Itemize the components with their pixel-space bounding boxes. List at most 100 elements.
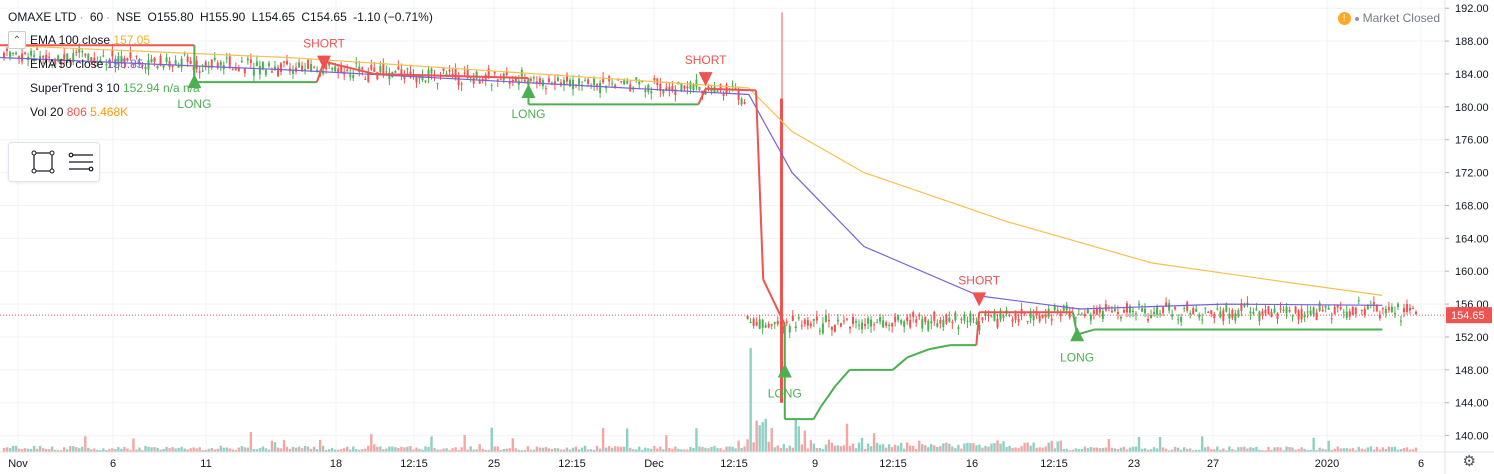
candle-body xyxy=(1195,308,1198,312)
candle-body xyxy=(587,79,590,84)
candle-body xyxy=(292,69,295,74)
volume-bar xyxy=(1216,446,1219,452)
volume-bar xyxy=(84,436,87,452)
candle-body xyxy=(1038,315,1041,322)
candle-body xyxy=(927,320,930,331)
candle-body xyxy=(1135,313,1138,315)
volume-bar xyxy=(279,448,283,452)
volume-bar xyxy=(674,446,677,452)
market-status[interactable]: ! Market Closed xyxy=(1337,11,1440,26)
y-tick-label: 188.00 xyxy=(1455,36,1489,48)
volume-bar xyxy=(1354,450,1357,452)
signal-markers: LONG SHORT LONG SHORT LONG SHORT LONG xyxy=(177,37,1094,401)
candle-body xyxy=(3,52,5,58)
volume-bar xyxy=(312,446,316,452)
volume-bar xyxy=(466,449,469,452)
volume-bar xyxy=(626,428,629,452)
candle-body xyxy=(1312,307,1315,315)
candle-body xyxy=(388,72,391,80)
volume-bar xyxy=(44,449,48,452)
volume-bar xyxy=(881,444,885,452)
volume-bar xyxy=(165,446,168,452)
candle-body xyxy=(749,321,752,324)
settings-list-icon[interactable] xyxy=(68,152,94,172)
candle-body xyxy=(1228,313,1231,319)
volume-bar xyxy=(1044,446,1047,452)
volume-bar xyxy=(610,447,614,452)
volume-bar xyxy=(1176,447,1180,452)
candle-body xyxy=(975,321,978,324)
candle-body xyxy=(189,61,192,64)
volume-bar xyxy=(361,449,364,452)
volume-bar xyxy=(255,449,259,452)
volume-bar xyxy=(930,444,933,452)
candle-body xyxy=(812,318,815,321)
signal-label: SHORT xyxy=(958,273,1000,287)
candle-body xyxy=(996,318,999,328)
volume-bar xyxy=(1219,449,1222,452)
volume-bar xyxy=(349,449,352,452)
volume-bar xyxy=(523,449,527,452)
volume-bar xyxy=(878,444,882,452)
symbol-name: OMAXE LTD xyxy=(8,10,77,24)
candle-body xyxy=(216,62,219,69)
legend-ema100[interactable]: EMA 100 close 157.05 xyxy=(30,32,150,48)
supertrend-segment xyxy=(819,385,837,408)
candle-body xyxy=(638,81,641,85)
candle-body xyxy=(304,69,307,71)
candle-body xyxy=(565,74,568,82)
candle-body xyxy=(463,72,466,74)
volume-bar xyxy=(198,447,201,452)
candle-body xyxy=(882,320,885,328)
candle-body xyxy=(328,63,331,66)
gear-icon[interactable]: ⚙ xyxy=(1462,453,1476,470)
candle-body xyxy=(69,60,72,63)
legend-ema50[interactable]: EMA 50 close 155.85 xyxy=(30,56,143,72)
volume-bar xyxy=(568,449,572,452)
candle-body xyxy=(1282,309,1285,311)
supertrend-segment xyxy=(755,90,765,280)
volume-bar xyxy=(1101,447,1105,452)
volume-bar xyxy=(1225,450,1228,452)
x-tick-label: Dec xyxy=(644,458,664,470)
separator-dot xyxy=(1354,16,1359,21)
candle-body xyxy=(255,61,258,66)
legend-volume[interactable]: Vol 20 806 5.468K xyxy=(30,104,128,120)
volume-bar xyxy=(1261,450,1264,452)
candle-body xyxy=(584,80,587,82)
volume-bar xyxy=(267,449,271,452)
volume-bar xyxy=(1092,447,1096,452)
symbol-header[interactable]: OMAXE LTD · 60 · NSE O155.80 H155.90 L154.… xyxy=(8,10,433,24)
collapse-legend-button[interactable]: ⌃ xyxy=(8,31,26,49)
candle-body xyxy=(198,71,201,73)
x-tick-label: 16 xyxy=(966,458,978,470)
candle-body xyxy=(1171,314,1174,317)
volume-bar xyxy=(586,449,590,452)
candle-body xyxy=(773,321,776,324)
ohlc-close: C154.65 xyxy=(301,10,347,24)
volume-bar xyxy=(999,443,1002,452)
volume-bar xyxy=(1234,450,1237,452)
candle-body xyxy=(1092,310,1095,314)
candle-body xyxy=(385,71,388,73)
rectangle-tool-icon[interactable] xyxy=(31,150,55,174)
volume-bar xyxy=(1189,448,1192,452)
volume-bar xyxy=(1110,447,1114,452)
candle-body xyxy=(415,76,418,83)
candle-body xyxy=(1180,316,1183,322)
volume-bar xyxy=(216,448,219,452)
candle-body xyxy=(879,317,882,322)
volume-bar xyxy=(933,445,936,452)
volume-bar xyxy=(249,432,253,452)
x-tick-label: 6 xyxy=(1418,458,1424,470)
candle-body xyxy=(761,319,764,328)
candle-body xyxy=(1252,312,1255,314)
volume-bar xyxy=(1270,449,1273,452)
volume-bar xyxy=(734,448,737,452)
candle-body xyxy=(936,323,939,327)
legend-supertrend[interactable]: SuperTrend 3 10 152.94 n/a n/a xyxy=(30,80,200,96)
volume-bar xyxy=(291,446,295,452)
candle-body xyxy=(9,51,12,57)
volume-bar xyxy=(210,447,213,452)
